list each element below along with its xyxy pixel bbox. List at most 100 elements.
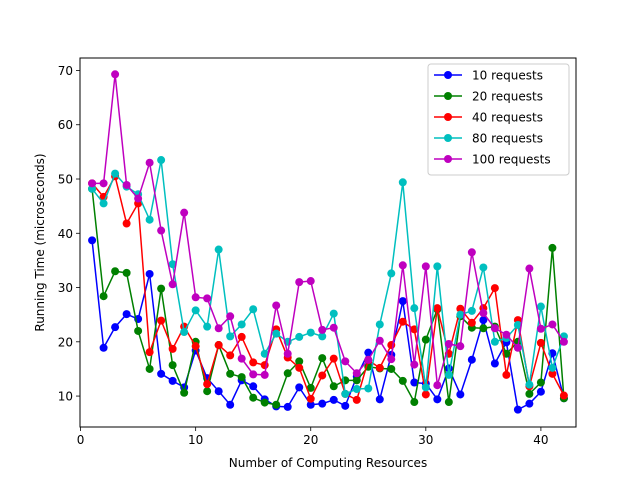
data-point — [548, 369, 557, 378]
data-point — [536, 302, 545, 311]
data-point — [421, 383, 430, 392]
legend-item: 100 requests — [434, 153, 551, 167]
legend-marker — [444, 92, 452, 100]
legend-marker — [444, 155, 452, 163]
data-point — [513, 337, 522, 346]
data-point — [352, 376, 361, 385]
data-point — [433, 395, 442, 404]
data-point — [467, 248, 476, 257]
data-point — [456, 342, 465, 351]
data-point — [226, 369, 235, 378]
data-point — [467, 355, 476, 364]
data-point — [318, 399, 327, 408]
data-point — [410, 325, 419, 334]
data-point — [99, 179, 108, 188]
data-point — [456, 310, 465, 319]
data-point — [387, 269, 396, 278]
legend-label: 40 requests — [472, 111, 543, 125]
legend-item: 40 requests — [434, 111, 543, 125]
data-point — [479, 309, 488, 318]
data-point — [157, 226, 166, 235]
data-point — [398, 317, 407, 326]
data-point — [433, 304, 442, 313]
data-point — [214, 387, 223, 396]
data-point — [203, 322, 212, 331]
data-point — [525, 380, 534, 389]
data-point — [387, 364, 396, 373]
data-point — [203, 380, 212, 389]
data-point — [145, 269, 154, 278]
data-point — [168, 344, 177, 353]
data-point — [180, 208, 189, 217]
data-point — [111, 267, 120, 276]
data-point — [306, 277, 315, 286]
y-axis-ticks: 10 20 30 40 50 60 70 — [58, 64, 80, 404]
data-point — [502, 330, 511, 339]
data-point — [364, 355, 373, 364]
y-axis-label: Running Time (microseconds) — [33, 153, 47, 331]
data-point — [272, 329, 281, 338]
data-point — [318, 332, 327, 341]
data-point — [249, 358, 258, 367]
data-point — [456, 304, 465, 313]
data-point — [352, 385, 361, 394]
data-point — [329, 395, 338, 404]
data-point — [444, 398, 453, 407]
data-point — [375, 336, 384, 345]
legend-marker — [444, 71, 452, 79]
data-point — [145, 364, 154, 373]
data-point — [226, 312, 235, 321]
data-point — [410, 398, 419, 407]
series-2 — [88, 172, 568, 404]
data-point — [272, 400, 281, 409]
data-point — [191, 293, 200, 302]
data-point — [548, 320, 557, 329]
y-tick-label: 40 — [58, 227, 73, 241]
data-point — [444, 339, 453, 348]
legend-label: 100 requests — [472, 153, 551, 167]
legend-label: 20 requests — [472, 90, 543, 104]
data-point — [444, 370, 453, 379]
data-point — [341, 401, 350, 410]
y-tick-label: 70 — [58, 64, 73, 78]
data-point — [168, 376, 177, 385]
data-point — [157, 316, 166, 325]
data-point — [134, 326, 143, 335]
data-point — [398, 178, 407, 187]
legend-marker — [444, 113, 452, 121]
data-point — [318, 371, 327, 380]
data-point — [433, 381, 442, 390]
legend: 10 requests 20 requests 40 requests 80 requ… — [427, 63, 570, 176]
data-point — [260, 349, 269, 358]
data-point — [467, 306, 476, 315]
data-point — [375, 363, 384, 372]
data-point — [214, 341, 223, 350]
data-point — [214, 324, 223, 333]
data-point — [203, 387, 212, 396]
data-point — [180, 328, 189, 337]
data-point — [226, 332, 235, 341]
data-point — [329, 309, 338, 318]
data-point — [157, 284, 166, 293]
legend-item: 80 requests — [434, 132, 543, 146]
data-point — [249, 382, 258, 391]
data-point — [490, 359, 499, 368]
data-point — [536, 378, 545, 387]
data-point — [122, 180, 131, 189]
data-point — [490, 324, 499, 333]
data-point — [548, 363, 557, 372]
data-point — [364, 384, 373, 393]
data-point — [295, 363, 304, 372]
data-point — [191, 306, 200, 315]
series-4 — [88, 70, 568, 390]
data-point — [168, 361, 177, 370]
data-point — [145, 158, 154, 167]
data-point — [548, 243, 557, 252]
data-point — [467, 318, 476, 327]
data-point — [99, 343, 108, 352]
data-point — [111, 323, 120, 332]
legend-box — [427, 63, 570, 176]
data-point — [479, 316, 488, 325]
series-line — [91, 159, 565, 395]
data-point — [536, 387, 545, 396]
